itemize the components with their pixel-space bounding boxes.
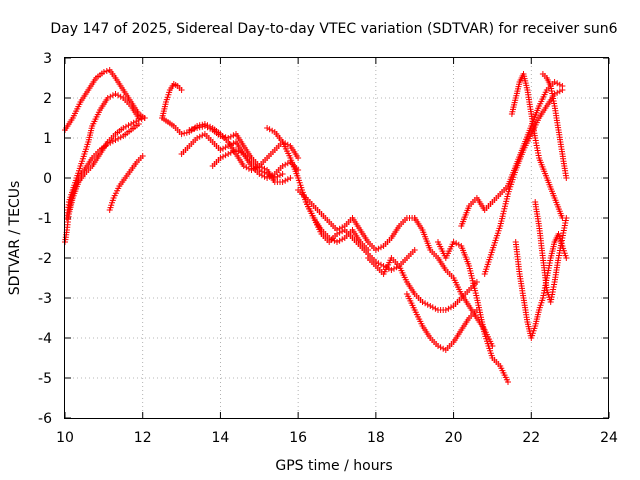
series-arc-9 — [186, 123, 294, 185]
plus-markers — [532, 199, 570, 305]
chart-title: Day 147 of 2025, Sidereal Day-to-day VTE… — [50, 21, 617, 37]
plus-markers — [159, 81, 185, 121]
plus-markers — [159, 115, 302, 173]
plus-markers — [63, 91, 142, 221]
series-arc-19 — [481, 87, 566, 277]
y-tick-label: -3 — [38, 291, 52, 307]
series-arc-10 — [209, 147, 286, 181]
x-tick-label: 18 — [367, 430, 385, 446]
data-markers — [62, 67, 570, 385]
x-tick-label: 12 — [134, 430, 152, 446]
x-tick-label: 10 — [56, 430, 74, 446]
series-arc-23 — [539, 71, 570, 181]
plus-markers — [106, 153, 146, 213]
y-tick-label: -2 — [38, 251, 52, 267]
series-arc-16 — [411, 215, 496, 349]
series-arc-20 — [508, 71, 566, 221]
series-arc-17 — [435, 239, 511, 385]
plus-markers — [435, 239, 511, 385]
y-tick-label: -1 — [38, 211, 52, 227]
series-arc-2 — [63, 91, 142, 221]
plus-markers — [295, 187, 418, 253]
y-tick-label: 2 — [43, 91, 52, 107]
y-axis-label: SDTVAR / TECUs — [7, 181, 23, 296]
x-axis-label: GPS time / hours — [275, 458, 392, 474]
series-arc-5 — [106, 153, 146, 213]
y-tick-label: -5 — [38, 371, 52, 387]
y-tick-label: -4 — [38, 331, 52, 347]
plus-markers — [365, 255, 480, 313]
x-tick-label: 16 — [289, 430, 307, 446]
plus-markers — [481, 87, 566, 277]
series-arc-15 — [403, 291, 480, 353]
plus-markers — [186, 123, 294, 185]
x-tick-label: 24 — [600, 430, 618, 446]
plus-markers — [403, 291, 480, 353]
series-arc-4 — [65, 121, 142, 213]
x-tick-label: 22 — [522, 430, 540, 446]
series-arc-22 — [532, 199, 570, 305]
plot-frame — [64, 57, 609, 419]
y-tick-label: 1 — [43, 131, 52, 147]
plus-markers — [65, 121, 142, 213]
series-arc-6 — [159, 81, 185, 121]
series-arc-12 — [295, 187, 418, 253]
plus-markers — [508, 71, 566, 221]
series-arc-7 — [159, 115, 302, 173]
grid-lines — [65, 58, 609, 418]
series-arc-14 — [365, 255, 480, 313]
x-tick-label: 20 — [445, 430, 463, 446]
y-tick-label: -6 — [38, 411, 52, 427]
plus-markers — [539, 71, 570, 181]
plus-markers — [411, 215, 496, 349]
y-tick-label: 0 — [43, 171, 52, 187]
x-tick-label: 14 — [212, 430, 230, 446]
plus-markers — [209, 147, 286, 181]
y-tick-label: 3 — [43, 51, 52, 67]
